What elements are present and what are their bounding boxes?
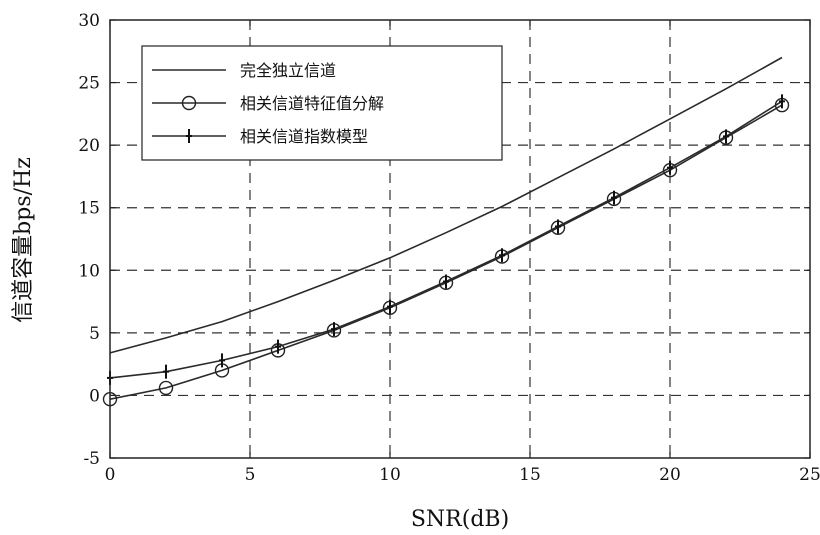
series-1 [109, 56, 783, 354]
x-tick-label: 15 [519, 465, 541, 485]
legend-label: 相关信道特征值分解 [240, 94, 384, 113]
series-3-point [555, 219, 561, 234]
series-3-point [275, 339, 281, 354]
legend-entry-3: 相关信道指数模型 [152, 127, 368, 146]
series-3-point [667, 160, 673, 175]
series-lines [102, 56, 790, 407]
series-3-point [443, 274, 449, 289]
series-3-point [387, 299, 393, 314]
y-tick-label: -5 [83, 449, 100, 469]
legend-label: 相关信道指数模型 [240, 127, 368, 146]
y-tick-label: 30 [78, 11, 100, 31]
series-3-point [611, 190, 617, 205]
y-axis-label: 信道容量bps/Hz [11, 157, 36, 323]
legend-label: 完全独立信道 [240, 61, 336, 80]
series-3-point [163, 364, 169, 379]
y-tick-label: 10 [78, 261, 100, 281]
legend-marker-sample [186, 129, 192, 143]
series-2-point [158, 380, 174, 396]
series-3-point [219, 353, 225, 368]
legend-marker-sample [181, 95, 197, 111]
series-3-point [723, 129, 729, 144]
series-3-point [331, 322, 337, 337]
tick-marks [109, 19, 811, 459]
x-tick-label: 25 [799, 465, 820, 485]
y-tick-label: 5 [89, 324, 100, 344]
series-3-point [499, 248, 505, 263]
x-tick-label: 0 [105, 465, 116, 485]
y-tick-label: 25 [78, 74, 100, 94]
y-tick-label: 15 [78, 199, 100, 219]
x-axis-label: SNR(dB) [411, 507, 509, 532]
series-3-point [779, 94, 785, 109]
x-tick-label: 20 [659, 465, 681, 485]
x-tick-label: 5 [245, 465, 256, 485]
x-tick-label: 10 [379, 465, 401, 485]
plot-frame [109, 19, 811, 459]
series-1-line [109, 56, 783, 354]
series-3 [107, 94, 785, 385]
legend-entry-1: 完全独立信道 [152, 61, 336, 80]
legend-entry-2: 相关信道特征值分解 [152, 94, 384, 113]
y-tick-label: 20 [78, 136, 100, 156]
y-tick-label: 0 [89, 386, 100, 406]
